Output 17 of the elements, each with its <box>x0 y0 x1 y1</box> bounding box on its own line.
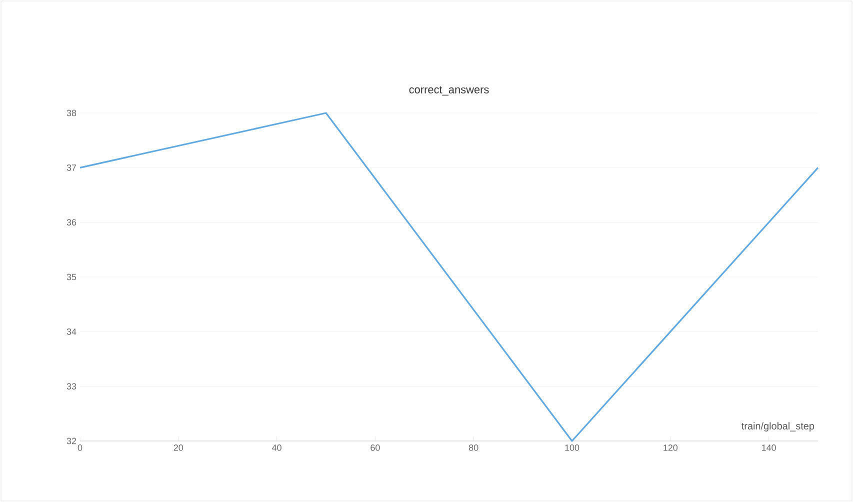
y-tick-label: 35 <box>66 274 76 280</box>
y-tick-label: 37 <box>66 164 76 171</box>
y-tick-label: 38 <box>66 110 76 116</box>
y-tick-label: 33 <box>66 383 76 390</box>
y-tick-label: 34 <box>66 328 76 335</box>
x-axis-title: train/global_step <box>742 422 814 432</box>
x-tick-label: 100 <box>565 444 580 451</box>
x-tick-label: 80 <box>469 444 478 451</box>
y-tick-label: 36 <box>66 219 76 226</box>
y-tick-label: 32 <box>66 438 76 444</box>
x-tick-label: 40 <box>272 444 282 451</box>
x-tick-label: 120 <box>664 444 678 451</box>
x-tick-label: 140 <box>762 444 776 451</box>
x-tick-label: 60 <box>370 444 380 451</box>
x-tick-label: 0 <box>78 444 82 451</box>
x-tick-label: 20 <box>174 444 184 451</box>
chart-title: correct_answers <box>409 86 489 96</box>
